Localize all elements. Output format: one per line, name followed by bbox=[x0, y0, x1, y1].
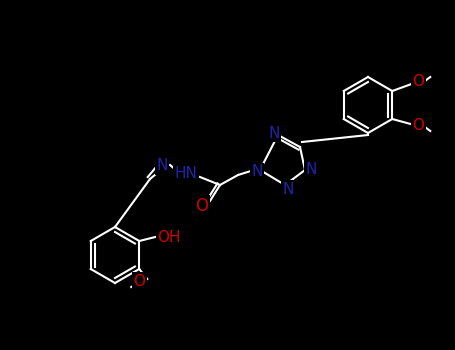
Text: O: O bbox=[133, 273, 145, 288]
Text: N: N bbox=[268, 126, 280, 140]
Text: N: N bbox=[305, 162, 317, 177]
Text: HN: HN bbox=[175, 167, 197, 182]
Text: O: O bbox=[412, 75, 424, 90]
Text: O: O bbox=[412, 119, 424, 133]
Text: N: N bbox=[282, 182, 293, 196]
Text: N: N bbox=[251, 164, 263, 180]
Text: N: N bbox=[157, 159, 168, 174]
Text: OH: OH bbox=[157, 230, 181, 245]
Text: O: O bbox=[196, 197, 208, 215]
